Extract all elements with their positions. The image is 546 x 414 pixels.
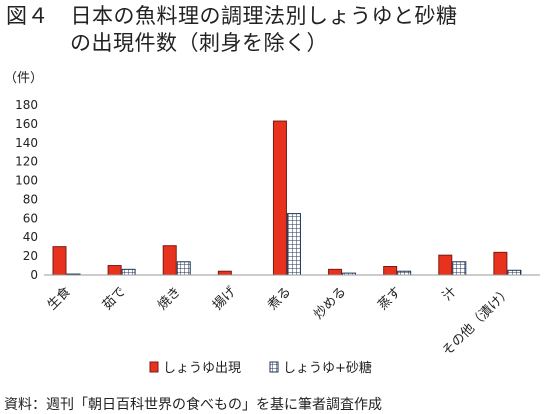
y-tick-label: 180: [15, 98, 38, 112]
bar-soy: [383, 266, 398, 276]
bar-soy: [217, 270, 232, 276]
chart-title-line-1: 図４ 日本の魚料理の調理法別しょうゆと砂糖: [6, 4, 458, 28]
bar-soy-sugar: [507, 269, 522, 276]
x-tick-label: 蒸す: [375, 284, 404, 313]
bar-soy: [52, 246, 67, 276]
legend-swatch: [269, 361, 279, 373]
bar-soy-sugar: [397, 270, 412, 276]
y-tick-label: 40: [23, 230, 38, 244]
bar-soy: [162, 245, 177, 276]
bar-soy-sugar: [286, 213, 301, 276]
bars: [52, 120, 522, 276]
source-note: 資料：週刊「朝日百科世界の食べもの」を基に筆者調査作成: [4, 397, 382, 413]
y-tick-label: 60: [23, 211, 38, 225]
y-tick-label: 100: [15, 174, 38, 188]
bar-soy-sugar: [452, 261, 467, 276]
x-tick-label: 生食: [44, 284, 74, 314]
bar-soy: [438, 254, 453, 276]
y-tick-label: 20: [23, 249, 38, 263]
y-tick-label: 120: [15, 155, 38, 169]
bar-soy: [272, 120, 287, 276]
x-tick-label: 炒める: [311, 284, 349, 322]
legend-label: しょうゆ出現: [163, 361, 241, 376]
chart-title-line-2: の出現件数（刺身を除く）: [70, 31, 328, 55]
y-tick-label: 80: [23, 192, 38, 206]
chart-title: 図４ 日本の魚料理の調理法別しょうゆと砂糖 の出現件数（刺身を除く）: [6, 3, 542, 57]
x-tick-label: 焼き: [155, 284, 184, 313]
legend-label: しょうゆ+砂糖: [283, 360, 372, 376]
x-tick-label: 茹で: [100, 284, 129, 313]
y-axis-unit: （件）: [4, 71, 43, 86]
bar-soy: [107, 265, 122, 276]
bar-soy-sugar: [176, 261, 191, 276]
bar-soy-sugar: [121, 268, 136, 276]
x-tick-label: 煮る: [265, 284, 294, 313]
legend: しょうゆ出現 しょうゆ+砂糖: [149, 360, 372, 376]
bar-soy: [493, 251, 508, 276]
bar-chart: （件） 0 20 40 60 80 100 120 140 160 180 生食 茹で 焼き 揚げ 煮る炒…: [4, 71, 540, 376]
y-tick-label: 140: [15, 136, 38, 150]
legend-swatch: [149, 361, 159, 373]
y-axis-ticks: 0 20 40 60 80 100 120 140 160 180: [15, 98, 38, 282]
x-tick-label: 汁: [440, 284, 460, 304]
bar-soy: [328, 268, 343, 276]
y-tick-label: 0: [30, 268, 38, 282]
x-tick-label: 揚げ: [209, 284, 239, 314]
y-tick-label: 160: [15, 117, 38, 131]
